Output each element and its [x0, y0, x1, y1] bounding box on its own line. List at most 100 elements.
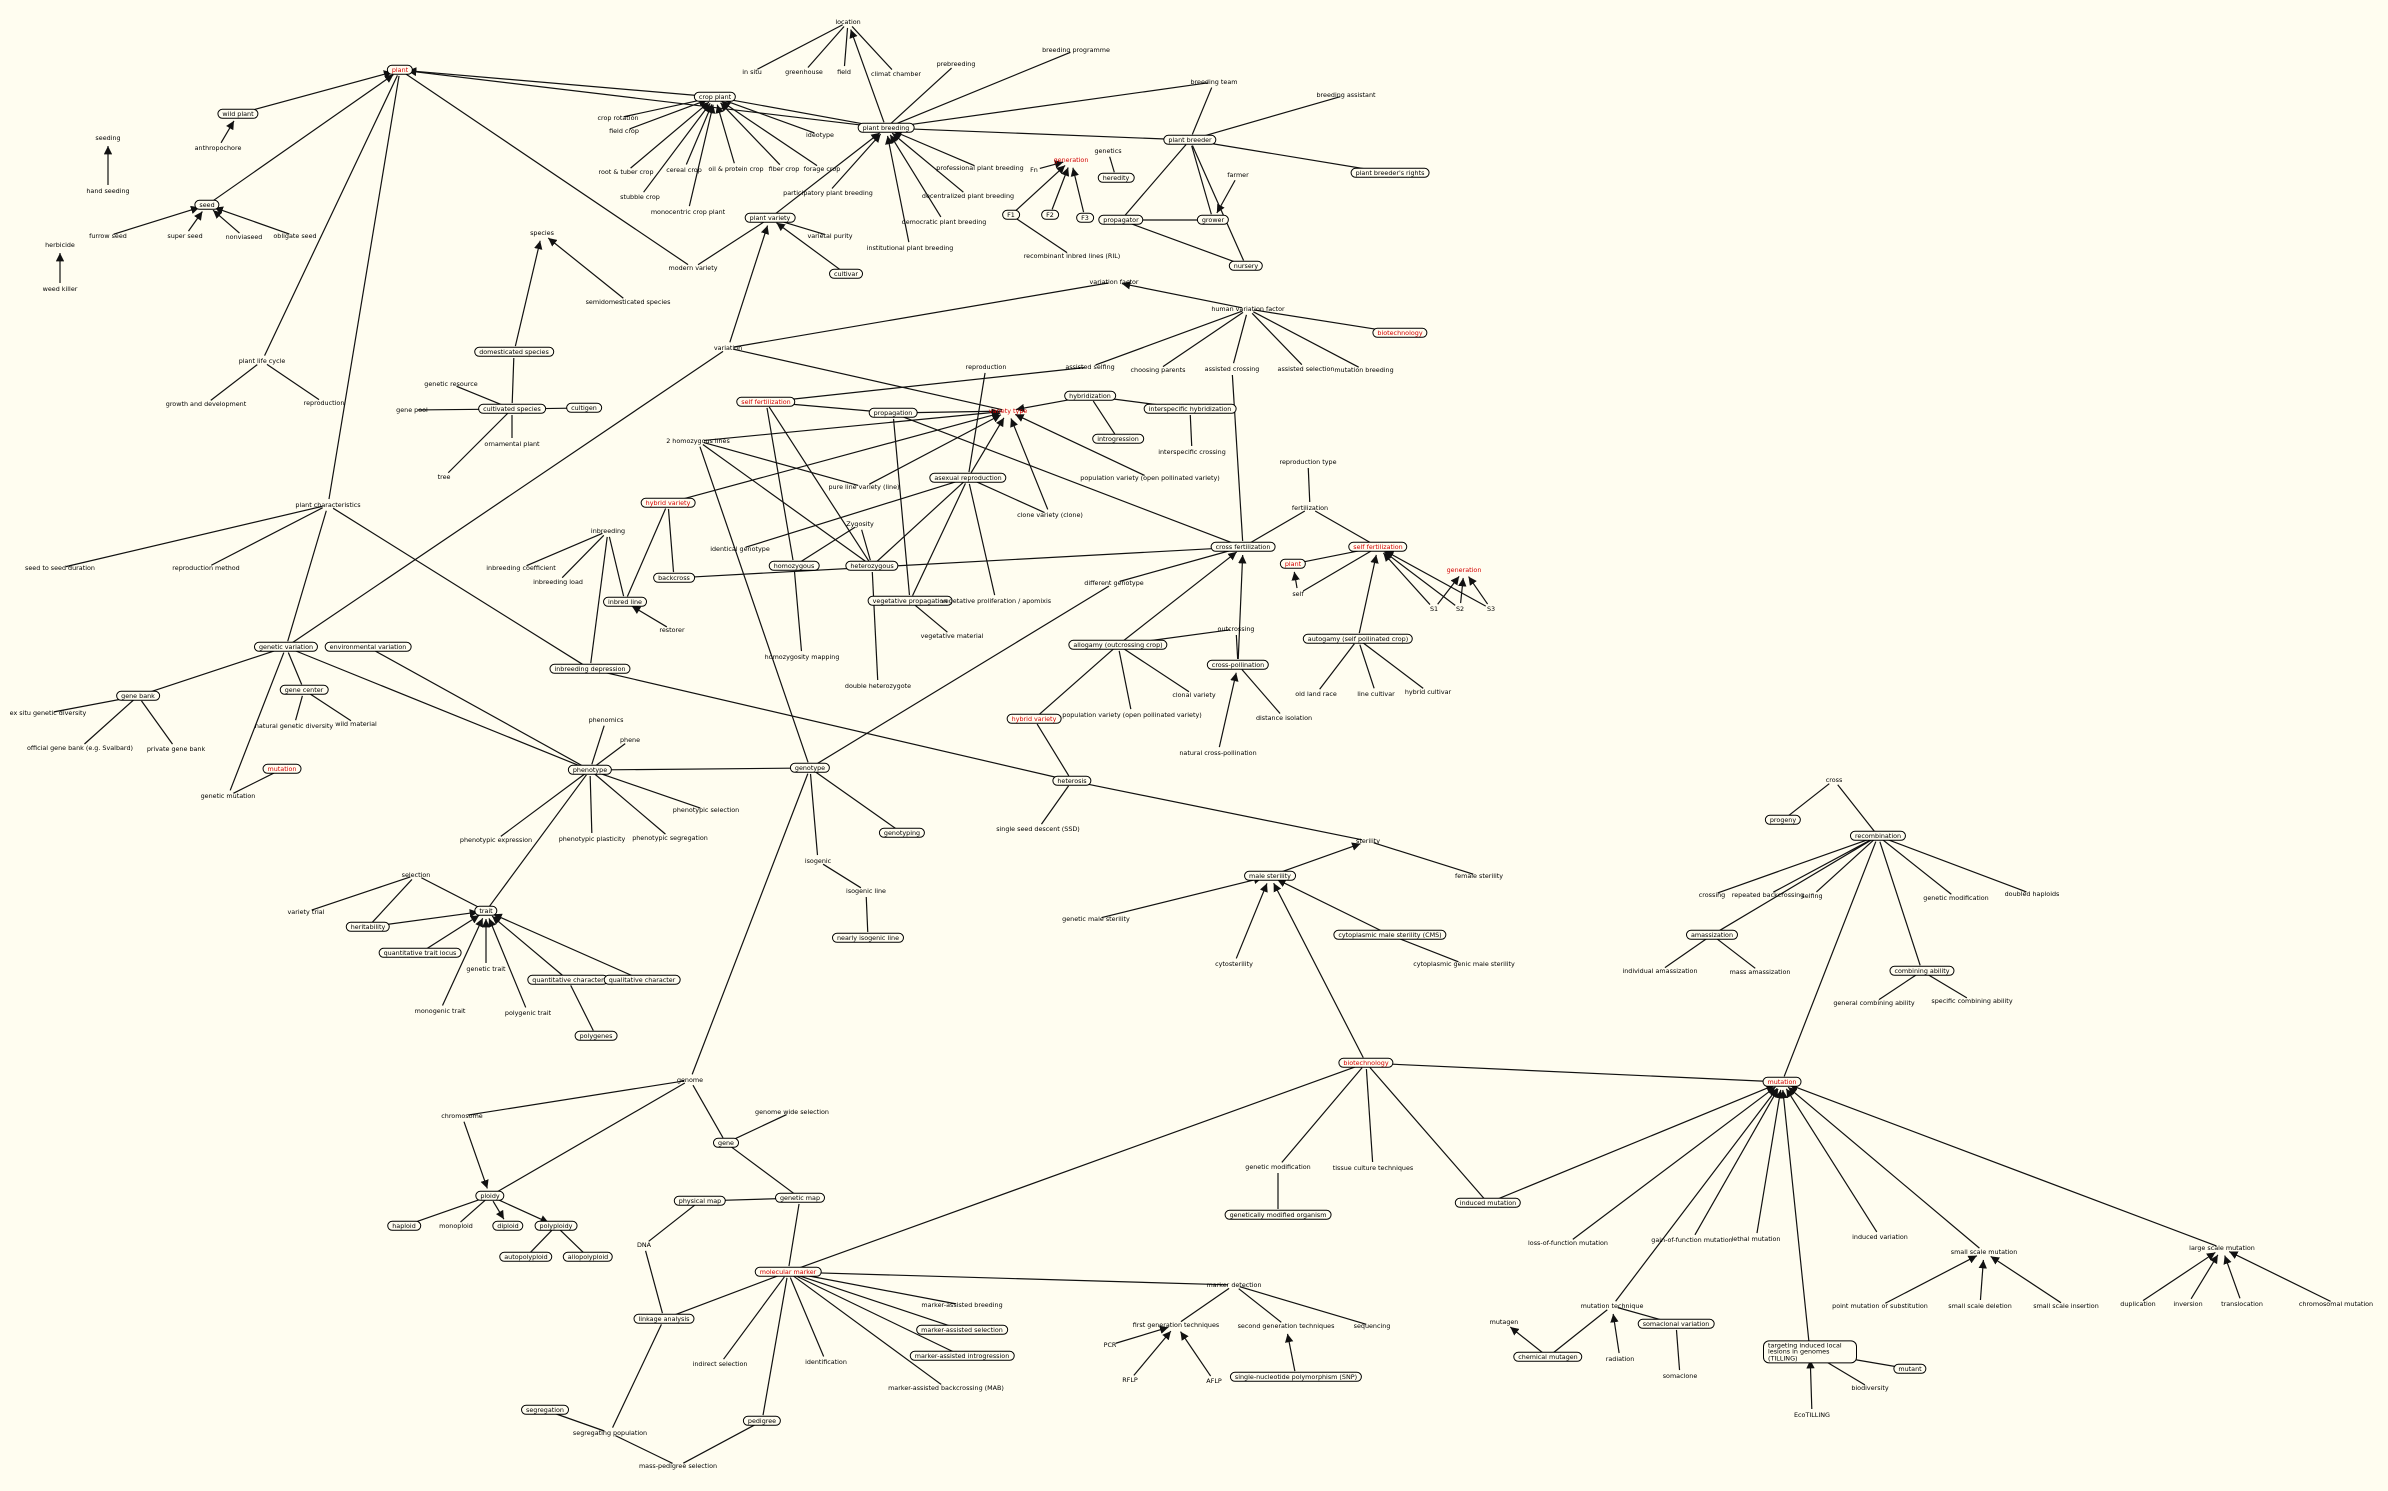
node-segregation: segregation — [521, 1404, 569, 1416]
node-natural-cross: natural cross-pollination — [1179, 748, 1257, 757]
edge-clone-variety-to-variety-type — [1010, 418, 1049, 510]
edge-heterosis-to-ssd — [1040, 785, 1070, 825]
node-tissue-culture: tissue culture techniques — [1332, 1163, 1414, 1172]
node-phenotypic-selection: phenotypic selection — [672, 805, 740, 814]
node-male-sterility: male sterility — [1244, 870, 1296, 882]
node-repeated-backcrossing: repeated backcrossing — [1731, 890, 1805, 899]
node-rflp: RFLP — [1122, 1375, 1138, 1384]
edge-mutation-technique-to-chemical-mutagen — [1552, 1309, 1608, 1354]
node-stubble: stubble crop — [620, 192, 660, 201]
edge-heterosis-to-inbreeding-depression — [595, 669, 1067, 781]
node-cross-fertilization: cross fertilization — [1210, 541, 1276, 553]
edge-gain-of-function-to-mutation-right — [1694, 1088, 1779, 1236]
node-grower: grower — [1196, 214, 1230, 226]
node-cereal: cereal crop — [666, 165, 702, 174]
node-variation-factor: variation factor — [1089, 277, 1139, 286]
edge-backcross-to-cross-fertilization — [679, 546, 1238, 579]
edge-monocentric-to-crop-plant — [688, 104, 716, 207]
edge-phenotype-to-phenotypic-plasticity — [589, 775, 593, 834]
edge-field-crop-to-crop-plant — [629, 98, 708, 130]
edge-genetic-map-to-molecular-marker — [788, 1203, 800, 1267]
edge-plant-characteristics-to-seed-to-seed — [65, 505, 323, 568]
node-linkage-analysis: linkage analysis — [633, 1313, 695, 1325]
node-heterozygous: heterozygous — [845, 560, 899, 572]
node-selection: selection — [401, 870, 431, 879]
node-restorer: restorer — [659, 625, 685, 634]
node-somaclone: somaclone — [1662, 1371, 1698, 1380]
edge-anthropochore-to-wild-plant — [220, 120, 235, 144]
edge-variation-to-variety-type — [733, 348, 1003, 411]
edge-vegetative-propagation-to-propagation — [892, 418, 911, 596]
edge-male-sterility-to-sterility — [1275, 842, 1361, 875]
node-genetic-trait: genetic trait — [466, 964, 506, 973]
edge-phene-to-phenotype — [594, 743, 626, 767]
node-inbred-line: inbred line — [603, 596, 647, 608]
node-polyploidy: polyploidy — [534, 1220, 578, 1232]
edge-two-homozygous-to-pure-line — [703, 442, 859, 486]
edge-radiation-to-mutation-technique — [1610, 1313, 1620, 1354]
node-heredity: heredity — [1097, 172, 1135, 184]
node-cytosterility: cytosterility — [1215, 959, 1253, 968]
node-progeny: progeny — [1764, 814, 1802, 826]
edge-inbreeding-to-inbred-line — [608, 536, 625, 597]
node-decentralized: decentralized plant breeding — [921, 191, 1015, 200]
node-f3: F3 — [1076, 212, 1094, 224]
edge-restorer-to-inbred-line — [631, 605, 668, 628]
edge-heterozygous-to-self-fert-mid — [768, 406, 870, 562]
node-field: field — [837, 67, 851, 76]
edge-wild-plant-to-plant-top — [243, 70, 393, 114]
edge-genetic-male-sterility-to-male-sterility — [1101, 875, 1263, 919]
node-double-heterozygote: double heterozygote — [844, 681, 912, 690]
edge-s3-to-self-fert-right — [1384, 550, 1487, 607]
node-homozygous: homozygous — [768, 560, 820, 572]
node-outcrossing: outcrossing — [1217, 624, 1255, 633]
node-varietal-purity: varietal purity — [807, 231, 853, 240]
edge-biotech-small-to-human-variation — [1253, 309, 1395, 333]
edge-assisted-crossing-to-human-variation — [1232, 314, 1248, 364]
edge-polyploidy-to-autopolyploid — [529, 1229, 553, 1254]
edge-assisted-selection-to-human-variation — [1251, 312, 1303, 366]
edge-molecular-marker-to-indirect-selection — [723, 1276, 785, 1360]
node-weed-killer: weed killer — [42, 284, 78, 293]
node-biotech-small: biotechnology — [1372, 327, 1428, 339]
edge-plant-breeder-to-grower — [1191, 145, 1212, 215]
node-old-land-race: old land race — [1295, 689, 1337, 698]
edge-fiber-to-crop-plant — [720, 102, 781, 166]
edge-professional-pb-to-plant-breeding — [893, 130, 975, 167]
node-breeding-team: breeding team — [1190, 77, 1238, 86]
node-participatory: participatory plant breeding — [783, 188, 873, 197]
edge-tree-to-cultivated-species — [447, 412, 509, 474]
node-biodiversity: biodiversity — [1851, 1383, 1889, 1392]
node-mab: marker-assisted breeding — [921, 1300, 1003, 1309]
node-introgression: introgression — [1092, 433, 1144, 445]
edge-phenotype-to-phenotypic-segregation — [594, 773, 666, 835]
edge-quantitative-char-to-polygenes — [570, 985, 594, 1031]
node-polygenic: polygenic trait — [504, 1008, 552, 1017]
node-environmental-variation: environmental variation — [324, 641, 412, 653]
edge-greenhouse-to-location — [807, 26, 845, 68]
node-genetic-mutation: genetic mutation — [200, 791, 256, 800]
edge-phenotype-to-phenotypic-expression — [500, 773, 586, 837]
edge-somaclonal-to-somaclone — [1675, 1329, 1681, 1371]
edge-decentralized-to-plant-breeding — [891, 132, 964, 193]
edge-biotech-big-to-tissue-culture — [1365, 1068, 1374, 1163]
node-gain-of-function: gain-of-function mutation — [1651, 1235, 1733, 1244]
node-reproduction-method: reproduction method — [172, 563, 240, 572]
node-pcr: PCR — [1103, 1340, 1117, 1349]
node-autogamy: autogamy (self pollinated crop) — [1302, 633, 1414, 645]
edge-plant-breeding-to-crop-plant — [722, 95, 881, 128]
edge-inbreeding-to-inbreeding-load — [561, 534, 605, 579]
node-two-homozygous: 2 homozygous lines — [666, 436, 730, 445]
node-aflp: AFLP — [1206, 1376, 1222, 1385]
node-chemical-mutagen: chemical mutagen — [1513, 1351, 1583, 1363]
node-marker-detection: marker detection — [1206, 1280, 1262, 1289]
edge-chemical-mutagen-to-mutagen — [1509, 1326, 1544, 1354]
edge-climat-to-location — [851, 26, 893, 70]
edge-biotech-big-to-molecular-marker — [793, 1064, 1361, 1271]
edge-asexual-to-clone-variety — [973, 479, 1045, 514]
edge-genetic-resource-to-cultivated-species — [456, 385, 507, 408]
edge-genotype-to-genotyping — [814, 770, 898, 831]
edge-pure-line-to-variety-type — [869, 414, 1002, 485]
edge-autogamy-to-hybrid-cultivar — [1362, 642, 1424, 689]
edge-loss-of-function-to-mutation-right — [1572, 1086, 1776, 1240]
